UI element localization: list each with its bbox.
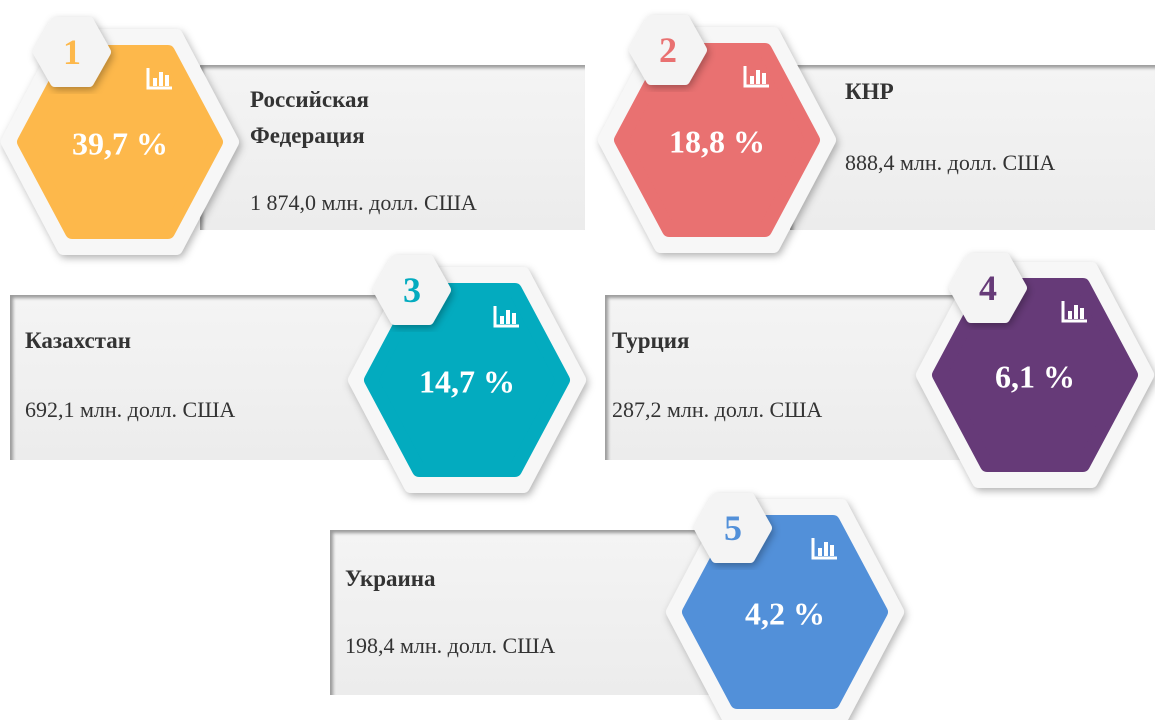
chart-icon-bar bbox=[159, 72, 163, 86]
card bbox=[200, 65, 585, 230]
rank-badge bbox=[949, 253, 1027, 323]
chart-icon bbox=[146, 68, 172, 90]
country-name: Казахстан bbox=[25, 328, 131, 353]
rank-badge bbox=[33, 17, 111, 87]
percent: 18,8 % bbox=[669, 123, 765, 160]
amount: 1 874,0 млн. долл. США bbox=[250, 190, 477, 215]
rank: 3 bbox=[403, 270, 421, 310]
amount: 287,2 млн. долл. США bbox=[612, 397, 823, 422]
rank-badge bbox=[694, 493, 772, 563]
rank: 5 bbox=[724, 508, 742, 548]
chart-icon-bar bbox=[500, 316, 504, 324]
card bbox=[10, 295, 400, 460]
percent: 39,7 % bbox=[72, 125, 168, 162]
chart-icon-bar bbox=[153, 78, 157, 86]
chart-icon-bar bbox=[165, 75, 169, 86]
country-name: Украина bbox=[345, 566, 436, 591]
card bbox=[330, 530, 720, 695]
chart-icon-bar bbox=[824, 542, 828, 556]
country-name: КНР bbox=[845, 79, 894, 104]
chart-icon-bar bbox=[512, 313, 516, 324]
country-name: Российская Федерация bbox=[250, 87, 369, 148]
rank: 2 bbox=[659, 30, 677, 70]
chart-icon-bar bbox=[506, 310, 510, 324]
chart-icon-bar bbox=[750, 76, 754, 84]
chart-icon-bar bbox=[1074, 305, 1078, 319]
amount: 692,1 млн. долл. США bbox=[25, 397, 236, 422]
chart-icon-bar bbox=[830, 545, 834, 556]
amount: 198,4 млн. долл. США bbox=[345, 633, 556, 658]
chart-icon bbox=[493, 306, 519, 328]
chart-icon bbox=[1061, 301, 1087, 323]
rank-badge bbox=[629, 15, 707, 85]
rank: 1 bbox=[63, 32, 81, 72]
rank: 4 bbox=[979, 268, 997, 308]
percent: 6,1 % bbox=[995, 358, 1075, 395]
chart-icon bbox=[743, 66, 769, 88]
chart-icon-bar bbox=[818, 548, 822, 556]
percent: 4,2 % bbox=[745, 595, 825, 632]
percent: 14,7 % bbox=[419, 363, 515, 400]
chart-icon-bar bbox=[1068, 311, 1072, 319]
chart-icon bbox=[811, 538, 837, 560]
chart-icon-bar bbox=[756, 70, 760, 84]
chart-icon-bar bbox=[1080, 308, 1084, 319]
chart-icon-bar bbox=[762, 73, 766, 84]
rank-badge bbox=[373, 255, 451, 325]
country-name: Турция bbox=[612, 328, 690, 353]
card bbox=[790, 65, 1155, 230]
amount: 888,4 млн. долл. США bbox=[845, 150, 1056, 175]
